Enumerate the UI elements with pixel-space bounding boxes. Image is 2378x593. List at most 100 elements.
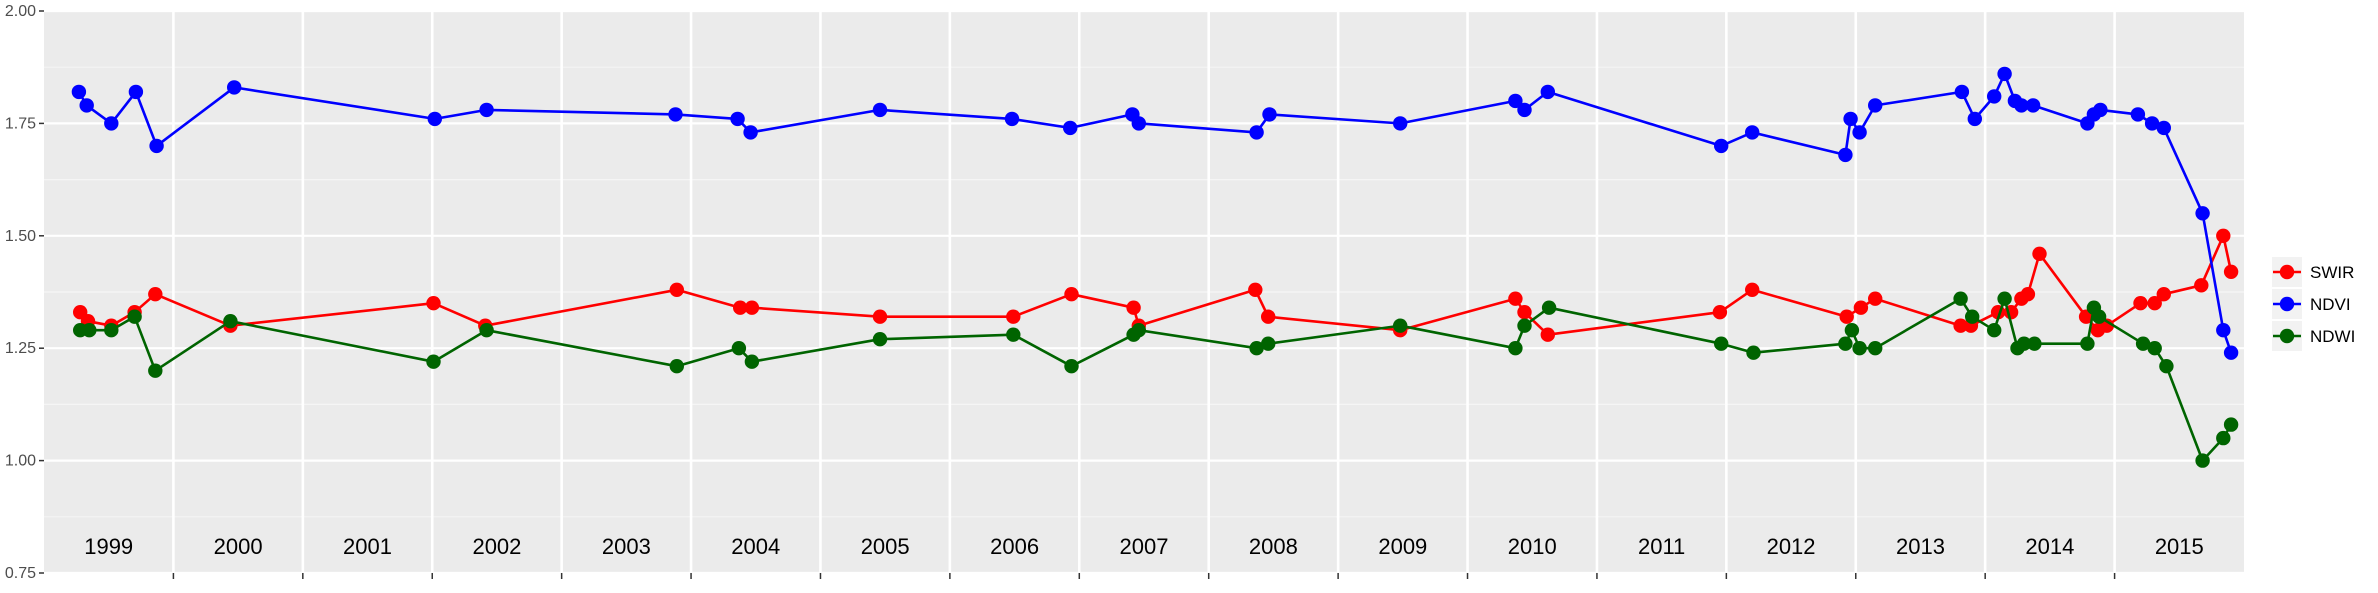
ndwi-point [1249,341,1264,356]
swir-point [744,300,760,315]
ndvi-point [479,102,494,118]
y-tick-label: 0.75 [5,565,36,582]
swir-point [1540,327,1556,342]
ndvi-point [2025,98,2041,113]
ndwi-point [2216,430,2231,446]
legend-item-ndvi: NDVI [2272,289,2351,319]
ndwi-point [2091,309,2107,324]
legend-item-swir: SWIR [2272,257,2354,287]
ndwi-point [2147,341,2162,356]
ndvi-point [1517,102,1532,118]
ndvi-point [872,102,888,118]
legend-label: NDWI [2310,327,2355,346]
swir-point [1064,287,1079,302]
swir-point [1853,300,1869,315]
x-year-label: 2015 [2155,534,2204,559]
swir-point [1868,291,1883,306]
ndvi-point [2093,102,2108,118]
ndwi-point [1868,341,1883,356]
ndwi-point [1393,318,1408,333]
legend-key-point [2279,264,2295,280]
data-series [71,66,2239,468]
swir-point [2216,228,2231,243]
ndvi-point [1131,116,1147,131]
ndwi-point [744,354,760,369]
swir-point [2194,278,2209,293]
swir-point [2032,246,2047,261]
ndvi-point [128,84,144,100]
x-year-label: 2008 [1249,534,1298,559]
ndvi-point [1714,138,1729,154]
swir-point [2156,287,2171,302]
ndwi-point [731,341,747,356]
ndvi-point [104,116,119,131]
legend-key-point [2279,328,2295,344]
ndvi-point [1262,107,1277,122]
ndvi-point [79,98,94,113]
x-year-label: 2002 [472,534,521,559]
ndwi-point [2223,417,2239,432]
swir-point [1517,305,1532,320]
ndwi-point [82,323,97,338]
swir-point [2020,287,2036,302]
swir-point [1248,282,1263,297]
ndvi-point [1868,98,1883,113]
x-year-label: 1999 [84,534,133,559]
swir-point [1712,305,1728,320]
swir-point [2147,296,2162,311]
x-year-label: 2013 [1896,534,1945,559]
ndvi-point [1745,125,1760,140]
ndwi-point [1131,323,1147,338]
ndvi-point [2216,323,2231,338]
ndwi-point [2080,336,2095,351]
ndvi-point [71,84,87,100]
ndvi-point [1954,84,1970,100]
ndwi-point [1517,318,1532,333]
y-tick-label: 2.00 [5,3,36,20]
ndvi-point [1393,116,1408,131]
ndwi-point [1965,309,1980,324]
ndwi-point [104,323,119,338]
ndvi-point [2195,206,2210,221]
x-year-label: 2012 [1767,534,1816,559]
ndvi-point [668,107,683,122]
ndvi-point [427,111,442,127]
ndvi-point [1987,89,2002,104]
x-year-label: 2007 [1120,534,1169,559]
ndvi-point [730,111,745,127]
ndwi-point [1006,327,1021,342]
ndvi-point [2223,345,2239,360]
swir-point [733,300,748,315]
ndwi-point [1852,341,1867,356]
ndwi-point [2027,336,2042,351]
series-ndvi [71,66,2239,360]
ndwi-point [2135,336,2151,351]
ndwi-point [1746,345,1761,360]
swir-point [1261,309,1276,324]
ndwi-point [2159,359,2174,374]
ndvi-point [743,125,758,140]
swir-point [1745,282,1760,297]
ndwi-point [426,354,441,369]
swir-point [426,296,441,311]
ndwi-point [223,314,238,329]
ndvi-point [1852,125,1867,140]
ndwi-point [1508,341,1523,356]
ndwi-point [872,332,888,347]
axes: 0.75 1.00 1.25 1.50 1.75 2.00 1999 2000 2001 2002… [5,3,2204,582]
legend-label: NDVI [2310,295,2351,314]
ndwi-point [1997,291,2012,306]
ndvi-point [2144,116,2160,131]
x-year-label: 2004 [731,534,780,559]
x-year-label: 2009 [1378,534,1427,559]
swir-point [872,309,888,324]
x-year-label: 2003 [602,534,651,559]
ndvi-point [1508,93,1523,109]
ndwi-point [669,359,684,374]
x-year-label: 2006 [990,534,1039,559]
ndwi-point [2195,453,2210,468]
swir-point [1839,309,1854,324]
legend-item-ndwi: NDWI [2272,321,2355,351]
ndvi-point [2156,120,2171,136]
